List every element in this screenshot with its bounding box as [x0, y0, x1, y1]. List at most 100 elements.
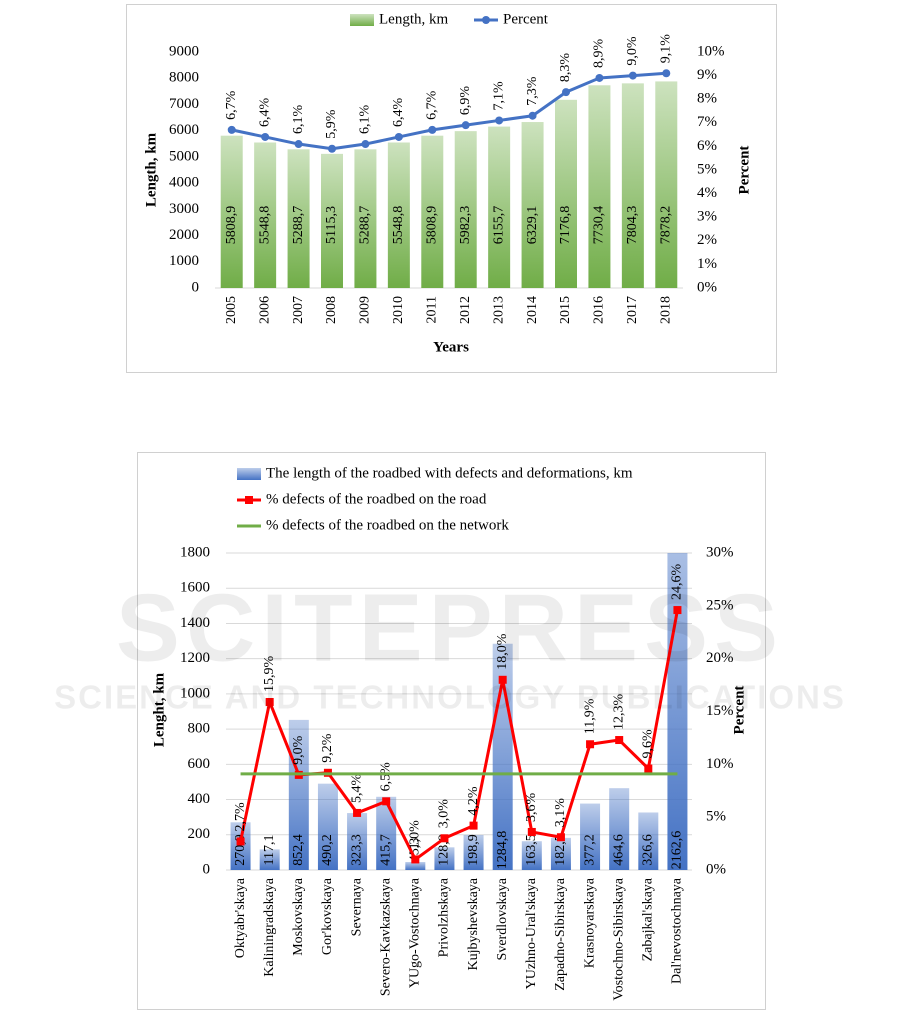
y-tick-label: 200	[188, 826, 211, 842]
line-marker	[644, 764, 653, 773]
y2-tick-label: 3%	[697, 209, 717, 225]
line-value-label: 6,4%	[391, 97, 406, 127]
bar-value-label: 5982,3	[458, 206, 473, 245]
bar-value-label: 490,2	[320, 834, 335, 866]
x-tick-label: 2007	[291, 296, 306, 324]
bar	[454, 131, 477, 288]
y-tick-label: 1600	[180, 580, 210, 596]
line-marker	[556, 833, 565, 842]
line-value-label: 5,9%	[324, 109, 339, 139]
bar-value-label: 1284,8	[495, 831, 510, 870]
y-tick-label: 9000	[169, 43, 199, 59]
x-axis-title: Years	[433, 339, 469, 355]
y2-tick-label: 1%	[697, 256, 717, 272]
y2-axis-title: Percent	[736, 146, 752, 195]
x-tick-label: YUzhno-Ural'skaya	[524, 877, 539, 989]
legend-label: % defects of the roadbed on the network	[266, 517, 509, 533]
x-tick-label: Krasnoyarskaya	[582, 877, 597, 968]
bar-value-label: 5288,7	[358, 206, 373, 245]
line	[231, 71, 667, 151]
line-value-label: 2,7%	[233, 802, 248, 832]
x-tick-label: 2017	[625, 296, 640, 324]
bar-value-label: 464,6	[611, 834, 626, 866]
y-tick-label: 600	[188, 756, 211, 772]
x-tick-label: 2009	[358, 296, 373, 324]
y2-tick-label: 5%	[706, 809, 726, 825]
y2-tick-label: 0%	[697, 279, 717, 295]
bar	[376, 796, 397, 870]
line-marker	[361, 140, 370, 149]
x-tick-label: 2018	[659, 296, 674, 324]
x-tick-label: Dal'nevostochnaya	[670, 877, 685, 984]
line-value-label: 9,2%	[320, 733, 335, 763]
line-marker	[615, 736, 624, 745]
watermark-title: SCITEPRESS	[116, 574, 784, 681]
line-value-label: 8,3%	[558, 53, 573, 83]
bar	[488, 126, 511, 288]
line-marker	[628, 71, 637, 80]
line-value-label: 18,0%	[495, 633, 510, 670]
x-tick-label: Severo-Kavkazskaya	[378, 877, 393, 996]
x-tick-label: Severnaya	[349, 877, 364, 936]
y-axis-title: Lenght, km	[151, 672, 167, 747]
bar	[555, 99, 577, 288]
y-tick-label: 800	[188, 721, 211, 737]
bar	[317, 783, 338, 870]
bar	[550, 837, 571, 870]
line-marker	[353, 808, 362, 817]
line-marker	[236, 837, 245, 846]
line-value-label: 3,6%	[524, 792, 539, 822]
chart: 0 200 400 600 800 1000 1200 1400 1600 1800 0% 5% 10%…	[151, 465, 747, 1000]
y2-tick-label: 10%	[706, 756, 734, 772]
y-tick-label: 5000	[169, 148, 199, 164]
line-marker	[265, 697, 274, 706]
bar	[463, 834, 484, 870]
x-tick-label: 2014	[525, 296, 540, 324]
line-value-label: 3,1%	[553, 798, 568, 828]
y-tick-label: 1200	[180, 650, 210, 666]
line-value-label: 6,1%	[291, 105, 306, 135]
x-tick-label: 2005	[224, 296, 239, 324]
y-tick-label: 1800	[180, 544, 210, 560]
line-value-label: 1,0%	[408, 820, 423, 850]
line-value-label: 6,5%	[378, 762, 393, 792]
bar	[287, 149, 310, 288]
bar	[259, 849, 280, 870]
y-tick-label: 1000	[169, 253, 199, 269]
line-marker	[562, 88, 570, 97]
bar-value-label: 377,2	[582, 834, 597, 866]
y-tick-label: 400	[188, 791, 211, 807]
watermark-subtitle: SCIENCE AND TECHNOLOGY PUBLICATIONS	[54, 679, 846, 716]
bar-value-label: 323,3	[349, 834, 364, 866]
x-tick-label: 2015	[558, 296, 573, 324]
y2-tick-label: 15%	[706, 703, 734, 719]
bar-value-label: 852,4	[291, 834, 306, 866]
x-tick-label: 2016	[592, 296, 607, 324]
bar-value-label: 6329,1	[525, 206, 540, 245]
bar-value-label: 6155,7	[491, 206, 506, 245]
y2-tick-label: 0%	[706, 861, 726, 877]
line-value-label: 6,4%	[257, 97, 272, 127]
bar-group	[220, 81, 678, 288]
x-tick-label: Privolzhskaya	[437, 877, 452, 957]
y-tick-label: 4000	[169, 175, 199, 191]
line-value-label: 24,6%	[670, 564, 685, 601]
x-tick-label: 2012	[458, 296, 473, 324]
bar	[230, 822, 251, 870]
line-marker	[328, 144, 336, 153]
x-tick-label: YUgo-Vostochnaya	[408, 877, 423, 988]
bar	[354, 149, 377, 288]
y2-tick-label: 7%	[697, 114, 717, 130]
x-tick-label: 2011	[425, 296, 440, 323]
line-marker	[495, 116, 504, 125]
line-marker	[662, 69, 671, 78]
y-tick-label: 1000	[180, 685, 210, 701]
line-marker	[428, 125, 437, 134]
x-tick-label: Oktyabr'skaya	[233, 877, 248, 958]
bar	[638, 812, 659, 870]
y-tick-label: 3000	[169, 201, 199, 217]
y-tick-label: 0	[192, 279, 200, 295]
bar	[588, 85, 611, 288]
bar	[609, 788, 630, 870]
